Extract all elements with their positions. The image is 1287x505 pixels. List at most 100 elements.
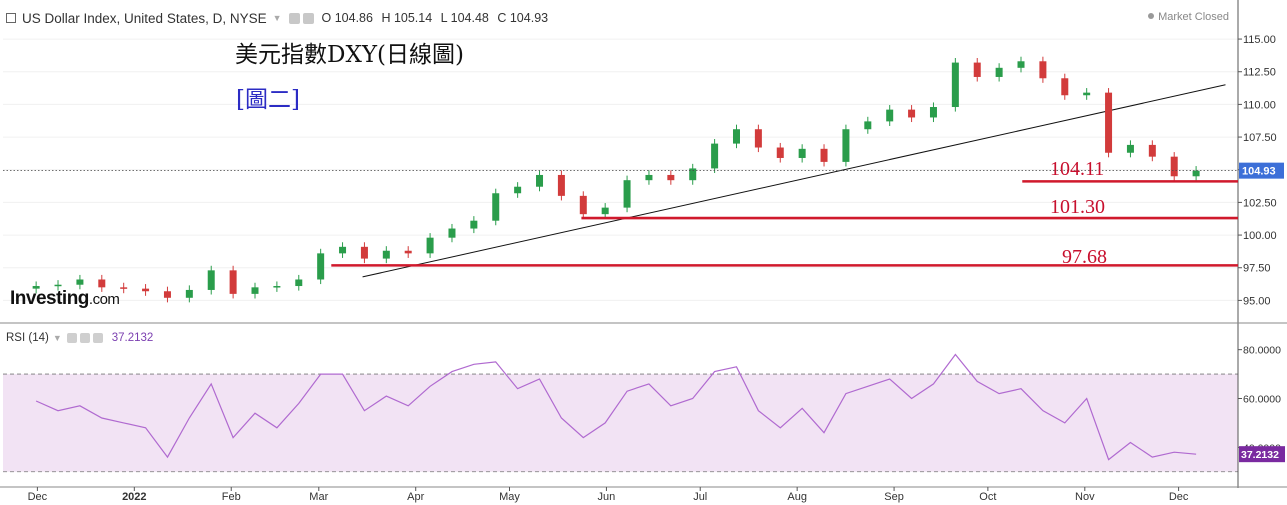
candle: [798, 144, 806, 163]
chevron-down-icon[interactable]: ▼: [272, 13, 282, 23]
candle-body: [886, 109, 894, 122]
candle: [1126, 140, 1134, 158]
price-tick-label: 100.00: [1243, 230, 1277, 242]
collapse-square-icon[interactable]: [6, 13, 16, 23]
close-icon[interactable]: [92, 333, 103, 343]
price-tick-label: 95.00: [1243, 295, 1271, 307]
candle: [667, 170, 675, 185]
candle-body: [579, 195, 587, 215]
candle: [251, 282, 259, 299]
annotation-title: 美元指數DXY(日線圖): [235, 42, 464, 68]
candle-body: [864, 121, 872, 130]
last-price-tag-label: 104.93: [1242, 166, 1276, 178]
instrument-title[interactable]: US Dollar Index, United States, D, NYSE: [22, 10, 267, 26]
candle-body: [711, 143, 719, 169]
candle: [776, 142, 784, 163]
candle: [557, 170, 565, 201]
candle-body: [842, 129, 850, 162]
candle: [207, 265, 215, 295]
candle: [360, 242, 368, 264]
candle-body: [1192, 170, 1200, 177]
candle-body: [426, 237, 434, 254]
candle-body: [1148, 144, 1156, 157]
investing-logo: Investing.com: [10, 288, 120, 310]
candle: [864, 116, 872, 134]
candle-body: [448, 228, 456, 238]
candle-body: [492, 193, 500, 221]
candle: [995, 63, 1003, 82]
candle-body: [76, 279, 84, 285]
candle-body: [251, 287, 259, 294]
support-levels: [3, 170, 1238, 267]
logo-name: Investing: [10, 288, 89, 309]
candle: [908, 105, 916, 123]
candle-body: [317, 253, 325, 280]
candle: [1192, 166, 1200, 181]
candle-body: [973, 62, 981, 77]
candle-body: [382, 250, 390, 259]
trendline: [362, 84, 1226, 278]
candle: [514, 182, 522, 198]
rsi-tick-label: 60.0000: [1243, 394, 1281, 406]
candle: [492, 188, 500, 226]
logo-suffix: .com: [88, 291, 120, 308]
candle: [382, 246, 390, 264]
candle-body: [470, 220, 478, 229]
candle: [951, 58, 959, 112]
open-value: O 104.86: [321, 11, 373, 25]
candle-body: [1061, 78, 1069, 96]
time-tick-label: May: [499, 491, 520, 503]
price-tick-label: 107.50: [1243, 132, 1277, 144]
candle: [601, 203, 609, 219]
gear-icon[interactable]: [79, 333, 90, 343]
rsi-series: [35, 353, 1197, 461]
gear-icon[interactable]: [302, 12, 314, 24]
candle: [448, 223, 456, 243]
candle: [76, 274, 84, 290]
time-tick-label: Oct: [979, 491, 996, 503]
candle-body: [951, 62, 959, 108]
candlestick-series: [32, 56, 1200, 303]
candle-body: [32, 286, 40, 289]
candle-body: [776, 147, 784, 158]
rsi-label[interactable]: RSI (14): [6, 332, 49, 344]
time-tick-label: Mar: [309, 491, 328, 503]
candle-body: [1126, 144, 1134, 153]
time-tick-label: Aug: [787, 491, 807, 503]
last-price-tag: [1239, 162, 1284, 179]
rsi-value-tag-label: 37.2132: [1241, 449, 1279, 461]
candle: [120, 282, 128, 294]
candle: [32, 281, 40, 294]
candle: [1061, 73, 1069, 100]
candle: [842, 124, 850, 167]
candle: [1083, 88, 1091, 100]
candle: [339, 242, 347, 258]
candle-body: [120, 287, 128, 289]
price-tick-label: 112.50: [1243, 67, 1276, 79]
candle: [689, 163, 697, 185]
candle: [185, 285, 193, 303]
candle: [1039, 56, 1047, 83]
candle-body: [929, 107, 937, 118]
candle: [732, 124, 740, 149]
candle: [754, 124, 762, 153]
settings-icon[interactable]: [288, 12, 300, 24]
candle-body: [295, 279, 303, 287]
rsi-value: 37.2132: [111, 332, 154, 344]
chevron-down-icon[interactable]: ▼: [52, 333, 62, 343]
candle: [142, 284, 150, 296]
level-label-101-30: 101.30: [1050, 196, 1105, 218]
annotation-subtitle: [圖二]: [236, 87, 300, 113]
candle-body: [689, 168, 697, 181]
price-tick-label: 102.50: [1243, 197, 1277, 209]
eye-icon[interactable]: [66, 333, 77, 343]
candle: [98, 274, 106, 292]
candle: [886, 105, 894, 126]
candle-body: [557, 174, 565, 196]
candle: [973, 58, 981, 82]
chart-frame: [0, 0, 1287, 488]
candle-body: [1017, 61, 1025, 68]
time-tick-label: Jun: [598, 491, 616, 503]
candle: [1017, 56, 1025, 73]
